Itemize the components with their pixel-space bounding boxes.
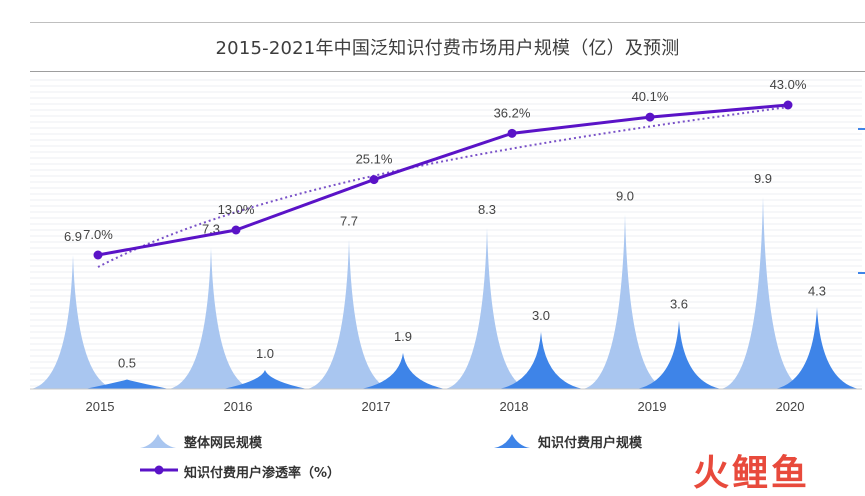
- legend-label-paid-users: 知识付费用户规模: [538, 436, 643, 451]
- bar-paid-users: [499, 332, 583, 389]
- data-label-penetration: 43.0%: [770, 77, 807, 92]
- data-label-penetration: 25.1%: [356, 152, 393, 167]
- x-tick-label: 2019: [638, 399, 667, 414]
- legend-swatch-paid-users: [494, 434, 530, 448]
- x-tick-label: 2015: [86, 399, 115, 414]
- data-label-penetration: 7.0%: [83, 227, 113, 242]
- data-label-netizens: 6.9: [64, 229, 82, 244]
- data-label-netizens: 9.0: [616, 188, 634, 203]
- x-tick-label: 2017: [362, 399, 391, 414]
- point-penetration: [231, 225, 241, 235]
- data-label-paid-users: 1.9: [394, 329, 412, 344]
- legend-swatch-netizens: [140, 434, 176, 448]
- bar-paid-users: [637, 320, 721, 389]
- point-penetration: [783, 100, 793, 110]
- data-label-paid-users: 4.3: [808, 283, 826, 298]
- legend-label-netizens: 整体网民规模: [184, 436, 263, 451]
- data-label-penetration: 40.1%: [632, 89, 669, 104]
- data-label-paid-users: 3.0: [532, 308, 550, 323]
- x-tick-label: 2018: [500, 399, 529, 414]
- bar-netizens: [445, 227, 529, 389]
- bar-netizens: [31, 255, 115, 389]
- title-frame: [30, 22, 865, 72]
- bar-netizens: [583, 214, 667, 389]
- bar-paid-users: [223, 370, 307, 389]
- data-label-penetration: 36.2%: [494, 105, 531, 120]
- bar-paid-users: [85, 379, 169, 389]
- data-label-netizens: 7.7: [340, 214, 358, 229]
- x-tick-label: 2020: [776, 399, 805, 414]
- data-label-paid-users: 1.0: [256, 346, 274, 361]
- point-penetration: [369, 175, 379, 185]
- point-penetration: [507, 128, 517, 138]
- data-label-netizens: 9.9: [754, 171, 772, 186]
- point-penetration: [93, 250, 103, 260]
- chart-title: 2015-2021年中国泛知识付费市场用户规模（亿）及预测: [215, 38, 680, 59]
- bar-netizens: [721, 196, 805, 389]
- bar-netizens: [169, 247, 253, 389]
- x-tick-label: 2016: [224, 399, 253, 414]
- bar-paid-users: [361, 352, 445, 389]
- legend-swatch-penetration: [140, 465, 178, 475]
- legend-label-penetration: 知识付费用户渗透率（%）: [184, 466, 341, 481]
- trendline: [97, 106, 789, 268]
- point-penetration: [645, 112, 655, 122]
- watermark-logo: 火鲤鱼: [693, 453, 811, 494]
- data-label-penetration: 13.0%: [218, 202, 255, 217]
- data-label-paid-users: 3.6: [670, 297, 688, 312]
- data-label-paid-users: 0.5: [118, 356, 136, 371]
- bar-netizens: [307, 239, 391, 389]
- bar-paid-users: [775, 307, 859, 389]
- series-line-penetration: [97, 103, 789, 257]
- data-label-netizens: 8.3: [478, 202, 496, 217]
